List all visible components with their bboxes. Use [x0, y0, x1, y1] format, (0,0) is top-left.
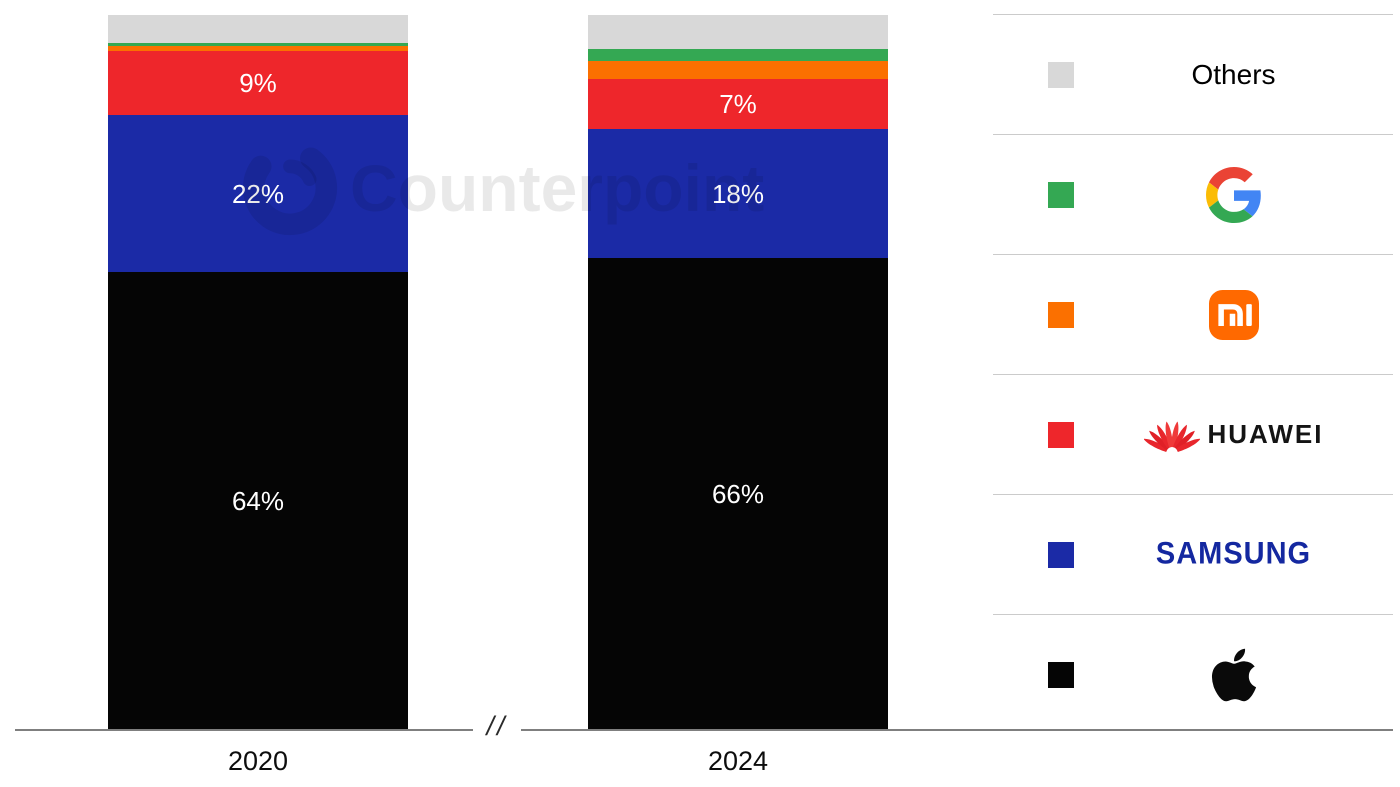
legend-row-huawei: HUAWEI: [993, 374, 1393, 494]
others-label: Others: [1191, 58, 1276, 90]
bar-segment-google-2020: [108, 42, 408, 46]
samsung-swatch: [1048, 541, 1074, 568]
legend-row-google: [993, 134, 1393, 254]
bar-segment-others-2020: [108, 15, 408, 43]
huawei-flower-icon: [1143, 420, 1200, 453]
segment-value-label: 22%: [231, 178, 285, 209]
bar-segment-samsung-2024: 18%: [588, 129, 888, 259]
x-tick-label-2020: 2020: [227, 746, 289, 776]
google-g-icon: [1205, 166, 1261, 223]
google-swatch: [1048, 181, 1074, 208]
segment-value-label: 7%: [719, 89, 757, 120]
bar-segment-xiaomi-2020: [108, 45, 408, 51]
bar-segment-xiaomi-2024: [588, 61, 888, 80]
stacked-bar-2024: 7% 18% 66%: [588, 15, 888, 730]
apple-swatch: [1048, 661, 1074, 688]
legend-row-xiaomi: [993, 254, 1393, 374]
apple-logo-icon: [1211, 648, 1256, 701]
x-tick-label-2024: 2024: [707, 746, 769, 776]
xiaomi-swatch: [1048, 301, 1074, 328]
legend-row-samsung: SAMSUNG: [993, 494, 1393, 614]
segment-value-label: 9%: [239, 67, 277, 98]
xiaomi-mi-icon: [1208, 289, 1259, 340]
bar-segment-samsung-2020: 22%: [108, 115, 408, 273]
segment-value-label: 64%: [231, 486, 285, 517]
huawei-swatch: [1048, 421, 1074, 448]
x-axis-line-left: [15, 729, 473, 731]
bar-segment-apple-2020: 64%: [108, 272, 408, 730]
samsung-wordmark: SAMSUNG: [1155, 536, 1312, 572]
legend-row-others: Others: [993, 14, 1393, 134]
bar-segment-huawei-2024: 7%: [588, 79, 888, 130]
legend-row-apple: [993, 614, 1393, 734]
legend-panel: Others: [993, 14, 1393, 734]
axis-break-symbol: //: [486, 711, 508, 741]
bar-segment-huawei-2020: 9%: [108, 50, 408, 116]
huawei-wordmark: HUAWEI: [1207, 419, 1324, 449]
others-swatch: [1048, 61, 1074, 88]
bar-segment-others-2024: [588, 15, 888, 50]
stacked-bar-2020: 9% 22% 64%: [108, 15, 408, 730]
x-axis-line-right: [521, 729, 1393, 731]
segment-value-label: 66%: [711, 479, 765, 509]
bar-segment-apple-2024: 66%: [588, 258, 888, 730]
segment-value-label: 18%: [711, 178, 765, 209]
bar-segment-google-2024: [588, 49, 888, 62]
